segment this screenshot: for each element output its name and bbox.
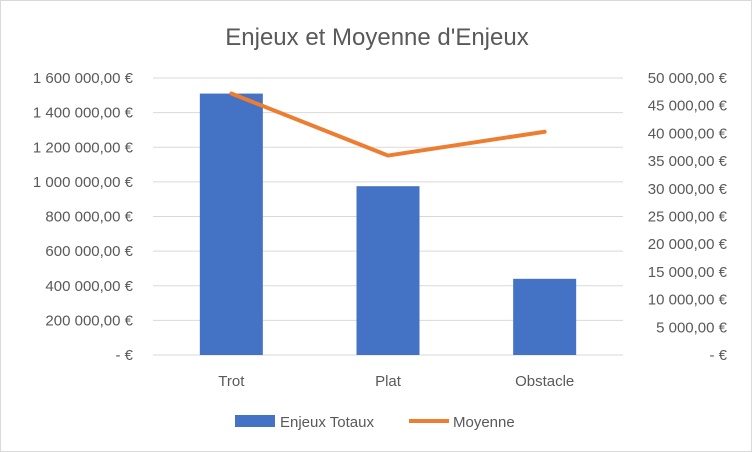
right-tick-label: 10 000,00 € [648,292,728,309]
category-label: Trot [218,373,245,390]
bar-trot [199,93,263,356]
right-tick-label: 30 000,00 € [648,181,728,198]
right-tick-label: 50 000,00 € [648,70,728,87]
category-axis: Trot Plat Obstacle [218,373,574,390]
left-tick-label: 1 200 000,00 € [33,139,134,156]
right-tick-label: 15 000,00 € [648,264,728,281]
right-tick-label: 40 000,00 € [648,125,728,142]
left-tick-label: 1 000 000,00 € [33,174,134,191]
bar-obstacle [513,278,577,355]
category-label: Obstacle [515,373,574,390]
left-tick-label: 200 000,00 € [45,312,133,329]
right-tick-label: 25 000,00 € [648,209,728,226]
right-tick-label: 5 000,00 € [656,319,728,336]
category-label: Plat [375,373,402,390]
line-series [229,91,547,158]
left-tick-label: 400 000,00 € [45,278,133,295]
left-tick-label: 600 000,00 € [45,243,133,260]
left-tick-label: 1 600 000,00 € [33,70,134,87]
left-tick-label: - € [115,347,133,364]
right-tick-label: 35 000,00 € [648,153,728,170]
right-tick-label: 20 000,00 € [648,236,728,253]
legend-swatch-enjeux-totaux [235,415,275,427]
legend-label-moyenne: Moyenne [453,414,515,431]
moyenne-line [229,91,547,158]
right-tick-label: 45 000,00 € [648,98,728,115]
right-tick-label: - € [709,347,727,364]
left-tick-label: 800 000,00 € [45,209,133,226]
right-axis: - € 5 000,00 € 10 000,00 € 15 000,00 € 20 00… [648,70,728,364]
legend: Enjeux Totaux Moyenne [235,414,515,431]
bar-series [199,93,577,356]
legend-label-enjeux-totaux: Enjeux Totaux [280,414,374,431]
left-axis: - € 200 000,00 € 400 000,00 € 600 000,00 € 8… [33,70,134,364]
chart-title: Enjeux et Moyenne d'Enjeux [225,24,528,51]
left-tick-label: 1 400 000,00 € [33,105,134,122]
bar-plat [356,186,420,355]
